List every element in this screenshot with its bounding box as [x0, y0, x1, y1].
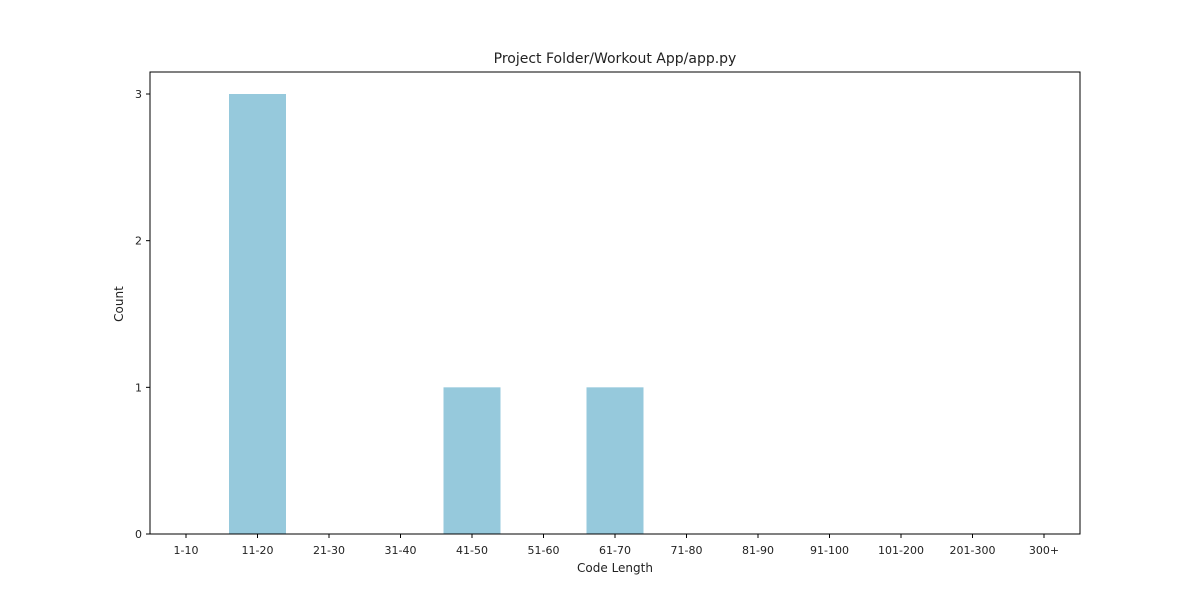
x-tick-label: 21-30: [313, 544, 345, 557]
y-tick-label: 2: [135, 235, 142, 248]
x-tick-label: 61-70: [599, 544, 631, 557]
bar-41-50: [443, 387, 501, 534]
bar-61-70: [586, 387, 644, 534]
x-tick-label: 1-10: [174, 544, 199, 557]
x-tick-label: 31-40: [385, 544, 417, 557]
x-tick-label: 101-200: [878, 544, 924, 557]
chart-title: Project Folder/Workout App/app.py: [494, 51, 737, 67]
x-tick-label: 11-20: [242, 544, 274, 557]
y-axis-label: Count: [112, 286, 126, 322]
y-axis: 0 1 2 3: [135, 88, 150, 541]
x-axis-label: Code Length: [577, 561, 653, 575]
y-tick-label: 0: [135, 528, 142, 541]
x-tick-label: 81-90: [742, 544, 774, 557]
x-tick-label: 300+: [1029, 544, 1059, 557]
plot-area: [149, 71, 1081, 535]
x-tick-label: 51-60: [528, 544, 560, 557]
x-tick-label: 71-80: [671, 544, 703, 557]
x-tick-label: 91-100: [810, 544, 849, 557]
y-tick-label: 3: [135, 88, 142, 101]
y-tick-label: 1: [135, 381, 142, 394]
bars-group: [229, 94, 644, 534]
x-tick-label: 41-50: [456, 544, 488, 557]
x-axis: 1-10 11-20 21-30 31-40 41-50 51-60 61-70 71-80 8…: [174, 534, 1059, 557]
x-tick-label: 201-300: [950, 544, 996, 557]
bar-11-20: [229, 94, 286, 534]
